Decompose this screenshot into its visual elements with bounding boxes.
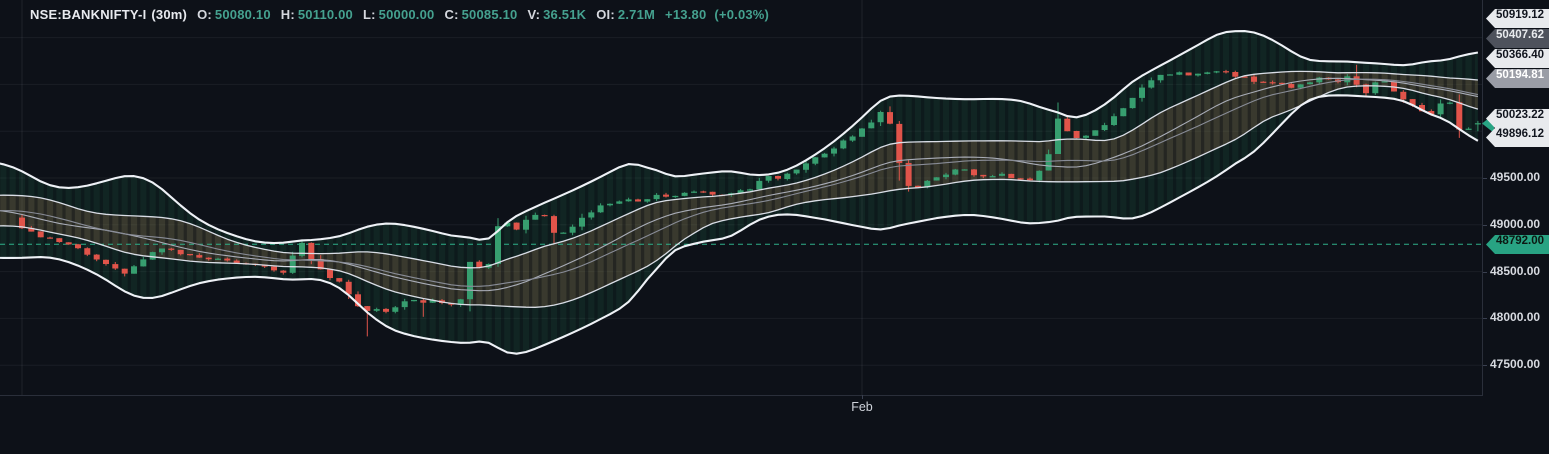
price-badge-50919-12: 50919.12 [1486,9,1549,28]
ohlc-field-v: V: 36.51K [527,7,586,22]
field-label: L: [362,7,376,22]
price-badge-50023-22: 50023.22 [1486,109,1549,128]
price-tick-mark [1483,225,1487,226]
price-tick-mark [1483,318,1487,319]
price-tick-mark [1483,365,1487,366]
inner-band-upper-line [0,70,1478,269]
ohlc-field-l: L: 50000.00 [363,7,435,22]
field-label: C: [444,7,459,22]
price-badge-49896-12: 49896.12 [1486,128,1549,147]
time-axis[interactable]: Feb [0,395,1549,454]
field-value: 50080.10 [214,7,271,22]
price-axis[interactable]: 49500.00 49000.00 48500.00 48000.00 47500.00… [1482,0,1549,454]
price-tick-label: 49500.00 [1490,170,1541,184]
change-value: +13.80 [665,7,707,22]
ohlc-field-o: O: 50080.10 [197,7,271,22]
inner-band-basis-line [0,78,1479,287]
chart-pane[interactable]: NSE:BANKNIFTY-I (30m) O: 50080.10 H: 50110.00… [0,0,1482,395]
ohlc-field-oi: OI: 2.71M [596,7,655,22]
price-tick-label: 48000.00 [1490,310,1541,324]
candles-layer [19,64,1481,337]
field-label: O: [197,7,212,22]
symbol-legend: NSE:BANKNIFTY-I (30m) O: 50080.10 H: 50110.00… [30,7,769,23]
price-tick-mark [1483,272,1487,273]
field-value: 36.51K [543,7,587,22]
ohlc-field-h: H: 50110.00 [281,7,353,22]
price-tick-mark [1483,178,1487,179]
chart-canvas[interactable] [0,0,1482,395]
price-badge-50366-40: 50366.40 [1486,49,1549,68]
time-tick-mark [862,395,863,399]
change-percent: (+0.03%) [714,7,770,22]
symbol-title[interactable]: NSE:BANKNIFTY-I (30m) [30,7,187,22]
field-label: OI: [596,7,615,22]
ohlc-field-c: C: 50085.10 [444,7,517,22]
field-value: 50110.00 [297,7,353,22]
grid-layer [0,0,1482,395]
symbol-name[interactable]: NSE:BANKNIFTY-I [30,7,147,22]
price-badge-50194-81: 50194.81 [1486,69,1549,88]
price-tick-label: 47500.00 [1490,357,1541,371]
outer-band-basis-line [0,77,1479,292]
price-tick-label: 49000.00 [1490,217,1541,231]
outer-band-upper-line [0,30,1479,245]
inner-band-lower-line [0,85,1479,308]
price-badge-50407-62: 50407.62 [1486,29,1549,48]
field-value: 50000.00 [378,7,435,22]
time-label-feb: Feb [851,400,873,414]
price-tick-label: 48500.00 [1490,264,1541,278]
outer-band-lower-line [0,94,1479,355]
symbol-interval[interactable]: (30m) [151,7,188,22]
price-axis-border [1482,0,1483,395]
field-label: V: [527,7,541,22]
time-axis-border [0,395,1483,396]
field-label: H: [280,7,295,22]
level-badge-48792: 48792.00 [1486,235,1549,254]
field-value: 50085.10 [461,7,518,22]
ohlc-fields: O: 50080.10 H: 50110.00 L: 50000.00 C: 50085.10… [187,7,655,22]
field-value: 2.71M [617,7,656,22]
